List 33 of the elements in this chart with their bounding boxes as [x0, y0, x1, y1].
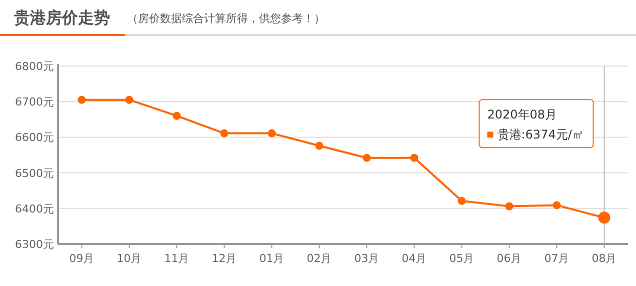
x-tick-label: 09月: [69, 252, 94, 265]
point: [78, 96, 86, 104]
x-tick-label: 11月: [164, 252, 190, 265]
x-tick-label: 10月: [116, 252, 142, 265]
annotation: 2020年08月: [487, 108, 558, 122]
x-tick-label: 03月: [354, 252, 380, 265]
point: [362, 154, 371, 162]
y-tick-label: 6400元: [15, 202, 54, 216]
y-tick-label: 6600元: [15, 131, 54, 144]
x-tick-label: 12月: [212, 252, 237, 265]
point: [458, 196, 466, 205]
point: [220, 129, 228, 138]
annotation: 贵港:6374元/㎡: [497, 128, 584, 142]
point: [505, 202, 514, 210]
y-tick-label: 6300元: [15, 238, 54, 251]
x-tick-label: 05月: [449, 252, 474, 265]
y-tick-label: 6700元: [15, 96, 54, 109]
point: [125, 96, 134, 104]
point: [268, 129, 276, 138]
chart-subtitle: （房价数据综合计算所得，供您参考！）: [127, 12, 325, 25]
x-tick-label: 04月: [402, 252, 427, 265]
point: [172, 112, 181, 120]
chart-title: 贵港房价走势: [13, 8, 110, 27]
x-tick-label: 08月: [592, 252, 617, 265]
point: [410, 154, 418, 162]
x-tick-label: 07月: [544, 252, 570, 265]
point: [315, 142, 324, 150]
x-tick-label: 01月: [259, 252, 284, 265]
y-tick-label: 6800元: [15, 60, 54, 73]
x-tick-label: 02月: [306, 252, 332, 265]
y-tick-label: 6500元: [15, 166, 54, 180]
x-tick-label: 06月: [496, 252, 522, 265]
point: [552, 201, 561, 210]
